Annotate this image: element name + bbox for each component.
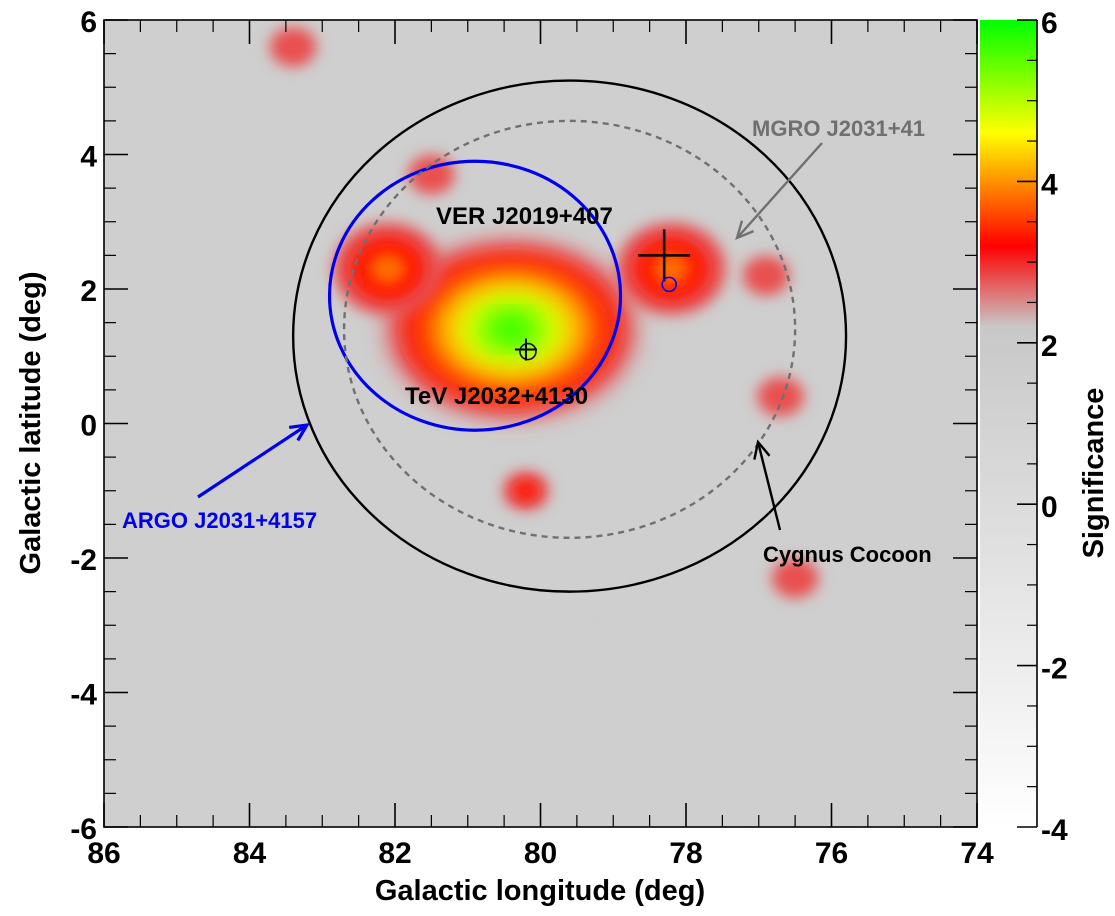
source-overlays (291, 79, 848, 593)
source-circle-argo-j2031-4157 (327, 159, 623, 432)
colorbar-tick-label: 4 (1041, 168, 1058, 201)
source-label-argo-j2031-4157: ARGO J2031+4157 (122, 508, 317, 533)
y-tick-label: -2 (70, 544, 97, 577)
y-axis-label: Galactic latitude (deg) (15, 272, 47, 575)
heatmap-hotspots (269, 27, 819, 598)
x-tick-label: 74 (960, 837, 994, 870)
source-circle-mgro-j2031-41 (342, 119, 797, 540)
annotation-arrowhead (288, 422, 311, 442)
source-position-ver-j2019-407 (661, 276, 677, 293)
x-tick-label: 84 (233, 837, 267, 870)
source-label-tev-j2032-4130: TeV J2032+4130 (405, 383, 588, 410)
y-tick-label: 0 (80, 410, 97, 443)
heatmap-noise (104, 20, 977, 827)
annotation-arrow (756, 441, 782, 531)
source-label-ver-j2019-407: VER J2019+407 (436, 203, 613, 230)
annotation-arrow (736, 142, 823, 239)
heatmap-blob (514, 480, 538, 501)
colorbar-ticks: -4 -2 0 2 4 6 (1017, 7, 1068, 847)
heatmap-blob (771, 558, 819, 598)
colorbar-tick-label: -2 (1041, 653, 1068, 686)
colorbar-tick-label: -4 (1041, 814, 1068, 847)
y-tick-label: 2 (80, 275, 97, 308)
colorbar-label: Significance (1078, 388, 1110, 559)
heatmap-blob (269, 27, 317, 67)
x-tick-label: 86 (87, 837, 120, 870)
heatmap-blob (493, 316, 530, 342)
y-tick-label: -4 (70, 679, 97, 712)
source-circle-cygnus-cocoon (291, 79, 848, 593)
heatmap-blob (369, 253, 406, 285)
heatmap-blob (653, 253, 690, 285)
plot-area (103, 19, 978, 828)
x-axis: 86 84 82 80 78 76 74 (87, 20, 994, 870)
colorbar: -4 -2 0 2 4 6 (980, 7, 1068, 847)
y-tick-label: -6 (70, 813, 97, 846)
annotations: ARGO J2031+4157 MGRO J2031+41 Cygnus Cocoo… (122, 116, 932, 567)
colorbar-tick-label: 6 (1041, 7, 1058, 40)
source-label-cygnus-cocoon: Cygnus Cocoon (763, 542, 932, 567)
colorbar-tick-label: 0 (1041, 491, 1058, 524)
annotation-arrow (197, 423, 308, 499)
x-axis-label: Galactic longitude (deg) (375, 875, 705, 907)
x-tick-label: 80 (524, 837, 557, 870)
annotation-arrowhead (753, 439, 771, 460)
source-position-tev-j2032-4130 (519, 342, 537, 361)
x-tick-label: 76 (815, 837, 848, 870)
source-label-mgro-j2031-41: MGRO J2031+41 (752, 116, 925, 141)
y-tick-label: 6 (80, 6, 97, 39)
annotation-arrowhead (735, 220, 755, 241)
heatmap-blob (757, 376, 804, 417)
y-tick-label: 4 (80, 141, 97, 174)
colorbar-tick-label: 2 (1041, 330, 1058, 363)
x-tick-label: 78 (669, 837, 702, 870)
y-axis: -6 -4 -2 0 2 4 6 (70, 6, 977, 846)
heatmap-blob (742, 255, 790, 296)
x-tick-label: 82 (378, 837, 411, 870)
